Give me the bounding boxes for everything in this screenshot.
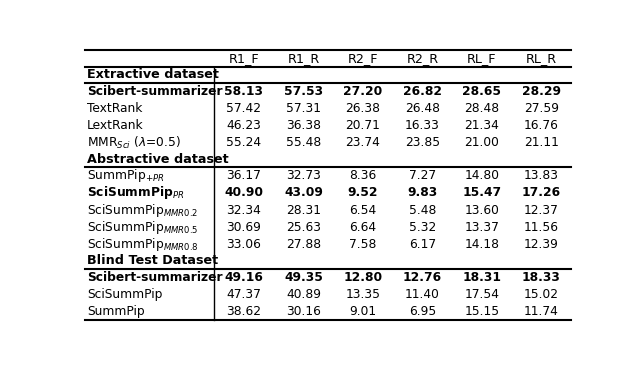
Text: 33.06: 33.06 [227,238,261,251]
Text: 15.47: 15.47 [462,187,501,199]
Text: TextRank: TextRank [87,102,142,115]
Text: R1_F: R1_F [228,52,259,64]
Text: 7.27: 7.27 [409,169,436,182]
Text: 23.85: 23.85 [404,136,440,149]
Text: 47.37: 47.37 [227,288,261,301]
Text: 14.18: 14.18 [464,238,499,251]
Text: 17.54: 17.54 [464,288,499,301]
Text: 21.00: 21.00 [465,136,499,149]
Text: 49.35: 49.35 [284,271,323,284]
Text: Scibert-summarizer: Scibert-summarizer [87,271,223,284]
Text: 28.48: 28.48 [464,102,499,115]
Text: 28.29: 28.29 [522,85,561,98]
Text: 16.76: 16.76 [524,119,559,132]
Text: 55.48: 55.48 [285,136,321,149]
Text: R2_R: R2_R [406,52,438,64]
Text: 27.20: 27.20 [343,85,383,98]
Text: 28.31: 28.31 [286,203,321,217]
Text: 16.33: 16.33 [405,119,440,132]
Text: 11.74: 11.74 [524,305,559,318]
Text: 6.54: 6.54 [349,203,376,217]
Text: 5.32: 5.32 [409,221,436,234]
Text: 57.31: 57.31 [286,102,321,115]
Text: 21.34: 21.34 [465,119,499,132]
Text: 27.88: 27.88 [286,238,321,251]
Text: 43.09: 43.09 [284,187,323,199]
Text: 13.37: 13.37 [465,221,499,234]
Text: 23.74: 23.74 [346,136,380,149]
Text: Scibert-summarizer: Scibert-summarizer [87,85,223,98]
Text: 27.59: 27.59 [524,102,559,115]
Text: 26.38: 26.38 [346,102,380,115]
Text: 57.53: 57.53 [284,85,323,98]
Text: 15.15: 15.15 [464,305,499,318]
Text: 58.13: 58.13 [225,85,264,98]
Text: 15.02: 15.02 [524,288,559,301]
Text: R1_R: R1_R [287,52,319,64]
Text: 40.89: 40.89 [286,288,321,301]
Text: 13.35: 13.35 [346,288,380,301]
Text: 18.31: 18.31 [462,271,501,284]
Text: 11.40: 11.40 [405,288,440,301]
Text: 57.42: 57.42 [227,102,261,115]
Text: 6.17: 6.17 [409,238,436,251]
Text: 9.52: 9.52 [348,187,378,199]
Text: 25.63: 25.63 [286,221,321,234]
Text: SciSummPip$_{MMR0.2}$: SciSummPip$_{MMR0.2}$ [87,202,198,219]
Text: 26.48: 26.48 [405,102,440,115]
Text: SciSummPip$_{MMR0.5}$: SciSummPip$_{MMR0.5}$ [87,219,198,236]
Text: 40.90: 40.90 [225,187,264,199]
Text: 13.83: 13.83 [524,169,559,182]
Text: 21.11: 21.11 [524,136,559,149]
Text: 9.83: 9.83 [407,187,438,199]
Text: 6.95: 6.95 [409,305,436,318]
Text: 36.38: 36.38 [286,119,321,132]
Text: 28.65: 28.65 [462,85,501,98]
Text: 7.58: 7.58 [349,238,376,251]
Text: Extractive dataset: Extractive dataset [87,68,219,81]
Text: RL_R: RL_R [525,52,557,64]
Text: Blind Test Dataset: Blind Test Dataset [87,254,218,267]
Text: 38.62: 38.62 [227,305,261,318]
Text: 20.71: 20.71 [346,119,380,132]
Text: 13.60: 13.60 [465,203,499,217]
Text: 9.01: 9.01 [349,305,376,318]
Text: 26.82: 26.82 [403,85,442,98]
Text: 17.26: 17.26 [522,187,561,199]
Text: SciSummPip: SciSummPip [87,288,163,301]
Text: RL_F: RL_F [467,52,497,64]
Text: 11.56: 11.56 [524,221,559,234]
Text: 12.80: 12.80 [343,271,383,284]
Text: 12.76: 12.76 [403,271,442,284]
Text: SciSummPip$_{MMR0.8}$: SciSummPip$_{MMR0.8}$ [87,236,198,253]
Text: 14.80: 14.80 [464,169,499,182]
Text: SummPip: SummPip [87,305,145,318]
Text: 5.48: 5.48 [409,203,436,217]
Text: 55.24: 55.24 [227,136,262,149]
Text: 32.73: 32.73 [286,169,321,182]
Text: SummPip$_{+PR}$: SummPip$_{+PR}$ [87,167,164,184]
Text: R2_F: R2_F [348,52,378,64]
Text: 32.34: 32.34 [227,203,261,217]
Text: 36.17: 36.17 [227,169,261,182]
Text: MMR$_{Sci}$ ($\lambda$=0.5): MMR$_{Sci}$ ($\lambda$=0.5) [87,135,181,151]
Text: Abstractive dataset: Abstractive dataset [87,153,228,166]
Text: 8.36: 8.36 [349,169,376,182]
Text: 30.16: 30.16 [286,305,321,318]
Text: SciSummPip$_{PR}$: SciSummPip$_{PR}$ [87,184,185,201]
Text: 30.69: 30.69 [227,221,261,234]
Text: 49.16: 49.16 [225,271,263,284]
Text: 6.64: 6.64 [349,221,376,234]
Text: 46.23: 46.23 [227,119,261,132]
Text: 12.39: 12.39 [524,238,559,251]
Text: LextRank: LextRank [87,119,143,132]
Text: 12.37: 12.37 [524,203,559,217]
Text: 18.33: 18.33 [522,271,561,284]
